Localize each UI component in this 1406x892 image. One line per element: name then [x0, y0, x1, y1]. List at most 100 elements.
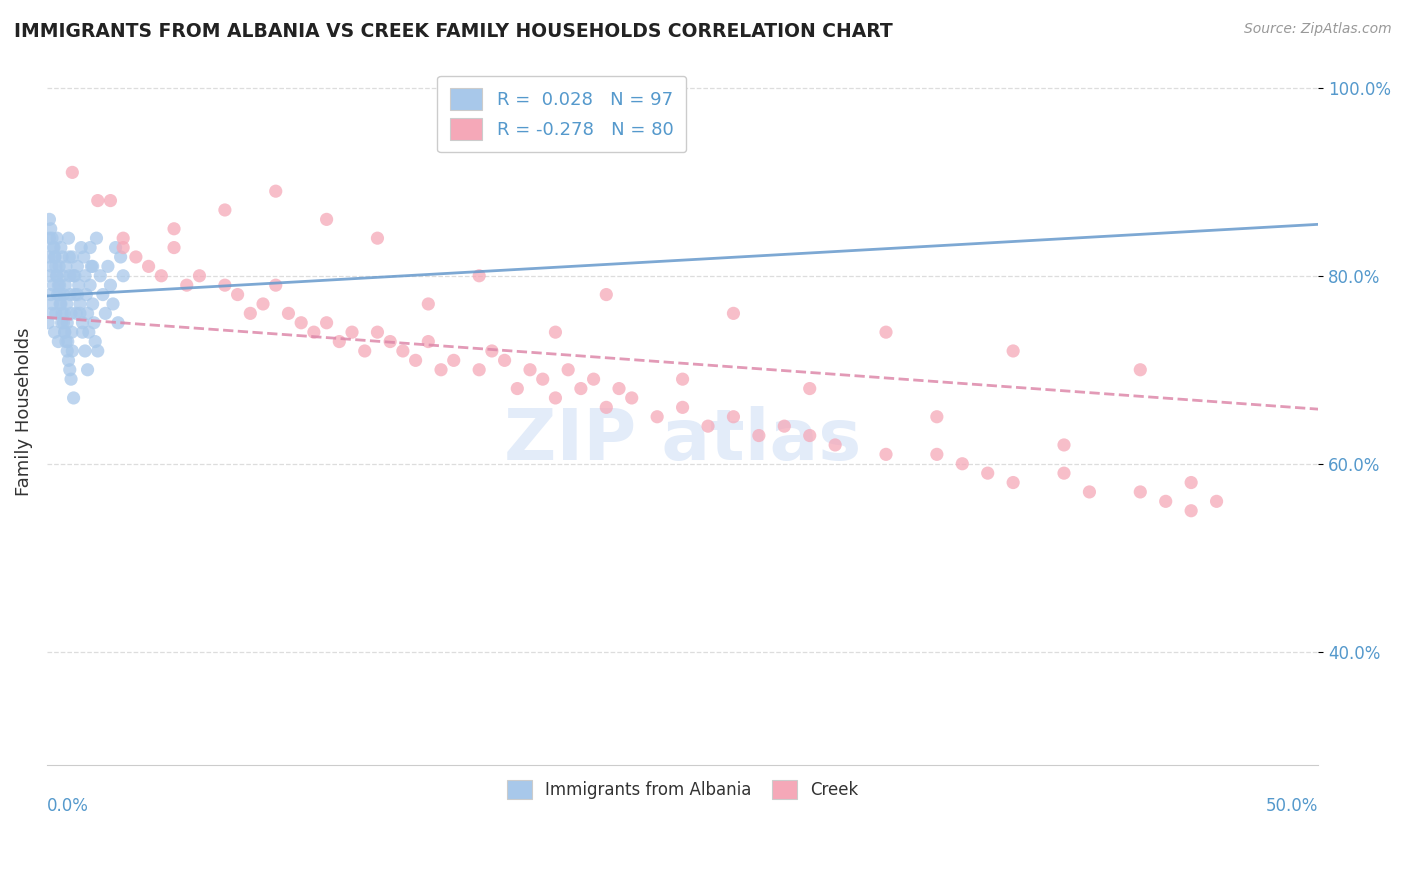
Point: [97, 260, 120, 274]
Point: [91, 287, 114, 301]
Point: [69, 306, 91, 320]
Point: [66, 260, 89, 274]
Point: [53, 325, 76, 339]
Point: [55, 260, 77, 274]
Point: [60, 250, 83, 264]
Point: [582, 372, 605, 386]
Point: [418, 334, 440, 349]
Point: [290, 316, 312, 330]
Point: [89, 268, 111, 283]
Point: [39, 287, 62, 301]
Point: [340, 325, 363, 339]
Point: [58, 250, 80, 264]
Point: [748, 428, 770, 442]
Point: [49, 241, 72, 255]
Point: [60, 306, 83, 320]
Point: [112, 231, 135, 245]
Point: [52, 316, 75, 330]
Point: [430, 363, 453, 377]
Point: [79, 241, 101, 255]
Point: [824, 438, 846, 452]
Point: [41, 297, 63, 311]
Point: [405, 353, 427, 368]
Text: 0.0%: 0.0%: [46, 797, 89, 815]
Point: [52, 268, 75, 283]
Point: [100, 278, 122, 293]
Point: [328, 334, 350, 349]
Point: [315, 316, 337, 330]
Point: [366, 231, 388, 245]
Point: [214, 278, 236, 293]
Point: [63, 268, 86, 283]
Point: [38, 231, 60, 245]
Point: [125, 250, 148, 264]
Point: [39, 221, 62, 235]
Point: [44, 325, 66, 339]
Point: [46, 334, 69, 349]
Point: [226, 287, 249, 301]
Point: [531, 372, 554, 386]
Point: [84, 334, 107, 349]
Point: [56, 316, 79, 330]
Point: [42, 241, 65, 255]
Point: [1180, 504, 1202, 518]
Point: [86, 231, 108, 245]
Point: [315, 212, 337, 227]
Point: [1129, 363, 1152, 377]
Point: [56, 334, 79, 349]
Point: [252, 297, 274, 311]
Point: [51, 306, 73, 320]
Point: [60, 372, 83, 386]
Point: [42, 241, 65, 255]
Point: [799, 382, 821, 396]
Point: [163, 221, 186, 235]
Point: [73, 250, 96, 264]
Point: [82, 260, 104, 274]
Point: [83, 316, 105, 330]
Point: [70, 241, 93, 255]
Point: [418, 297, 440, 311]
Point: [875, 447, 897, 461]
Point: [104, 241, 127, 255]
Point: [59, 363, 82, 377]
Point: [100, 194, 122, 208]
Point: [110, 250, 132, 264]
Point: [392, 343, 415, 358]
Point: [62, 391, 84, 405]
Point: [49, 297, 72, 311]
Point: [1002, 475, 1025, 490]
Point: [65, 306, 87, 320]
Point: [925, 409, 948, 424]
Point: [82, 297, 104, 311]
Point: [41, 306, 63, 320]
Point: [77, 325, 100, 339]
Point: [1053, 438, 1076, 452]
Point: [138, 260, 160, 274]
Point: [48, 287, 70, 301]
Point: [60, 343, 83, 358]
Point: [73, 268, 96, 283]
Point: [950, 457, 973, 471]
Point: [494, 353, 516, 368]
Point: [468, 268, 491, 283]
Point: [44, 250, 66, 264]
Point: [302, 325, 325, 339]
Point: [188, 268, 211, 283]
Point: [60, 325, 83, 339]
Point: [773, 419, 796, 434]
Point: [620, 391, 643, 405]
Point: [51, 316, 73, 330]
Point: [977, 466, 1000, 480]
Point: [59, 287, 82, 301]
Point: [163, 241, 186, 255]
Legend: Immigrants from Albania, Creek: Immigrants from Albania, Creek: [501, 773, 865, 805]
Point: [264, 278, 287, 293]
Point: [799, 428, 821, 442]
Point: [75, 287, 97, 301]
Point: [645, 409, 668, 424]
Point: [569, 382, 592, 396]
Point: [53, 325, 76, 339]
Point: [353, 343, 375, 358]
Point: [53, 278, 76, 293]
Point: [506, 382, 529, 396]
